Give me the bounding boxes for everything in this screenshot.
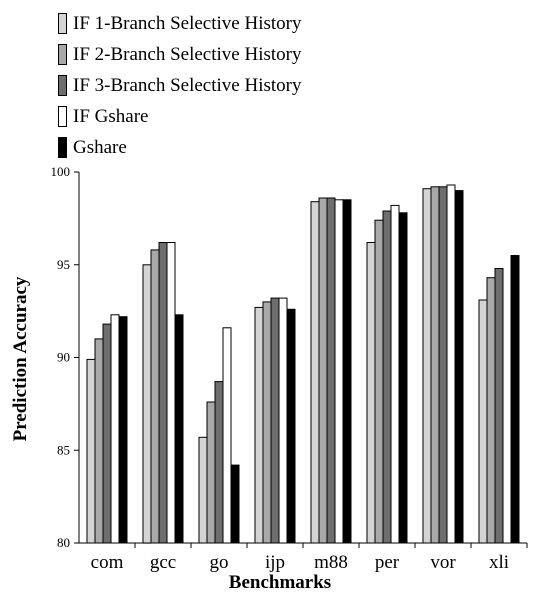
x-tick-label-gcc: gcc [150, 552, 176, 573]
legend-label: IF 2-Branch Selective History [73, 43, 302, 65]
bar-m88-series-3 [326, 197, 336, 544]
x-tick-label-per: per [375, 552, 400, 573]
legend-swatch [58, 44, 67, 65]
bar-com-series-4 [110, 314, 120, 544]
legend-swatch [58, 106, 67, 127]
legend-item-gshare: Gshare [58, 132, 301, 163]
bar-ijp-series-5 [286, 308, 296, 544]
y-tick-label-90: 90 [57, 350, 70, 365]
x-tick-label-xli: xli [489, 552, 509, 573]
bar-go-series-4 [222, 327, 232, 544]
bar-m88-series-1 [310, 201, 320, 544]
x-tick-label-m88: m88 [314, 552, 348, 573]
legend-label: IF 1-Branch Selective History [73, 12, 302, 34]
bar-per-series-5 [398, 212, 408, 544]
bar-xli-series-1 [478, 299, 488, 544]
bar-vor-series-4 [446, 184, 456, 544]
bar-ijp-series-3 [270, 297, 280, 544]
bar-ijp-series-1 [254, 306, 264, 544]
bar-ijp-series-2 [262, 301, 272, 544]
x-tick-label-ijp: ijp [265, 552, 285, 573]
bar-com-series-5 [118, 316, 128, 544]
bar-go-series-2 [206, 401, 216, 544]
bar-xli-series-3 [494, 268, 504, 544]
bar-vor-series-3 [438, 186, 448, 544]
bar-gcc-series-1 [142, 264, 152, 544]
bar-go-series-5 [230, 464, 240, 544]
legend-label: IF Gshare [73, 105, 149, 127]
bar-vor-series-2 [430, 186, 440, 544]
bar-gcc-series-3 [158, 242, 168, 544]
x-axis-label: Benchmarks [229, 572, 331, 593]
bar-com-series-1 [86, 358, 96, 544]
bar-com-series-3 [102, 323, 112, 544]
bars-group [86, 184, 520, 544]
legend-swatch [58, 75, 67, 96]
bar-vor-series-5 [454, 190, 464, 544]
legend-swatch [58, 137, 67, 158]
bar-com-series-2 [94, 338, 104, 544]
chart-legend: IF 1-Branch Selective History IF 2-Branc… [58, 8, 301, 163]
bar-ijp-series-4 [278, 297, 288, 544]
bar-m88-series-5 [342, 199, 352, 544]
legend-item-if-3-branch: IF 3-Branch Selective History [58, 70, 301, 101]
x-tick-label-go: go [210, 552, 229, 573]
y-axis-label: Prediction Accuracy [10, 276, 31, 441]
bar-per-series-1 [366, 242, 376, 544]
y-tick-label-80: 80 [57, 535, 70, 550]
bar-m88-series-2 [318, 197, 328, 544]
bar-vor-series-1 [422, 188, 432, 544]
legend-label: IF 3-Branch Selective History [73, 74, 302, 96]
bar-per-series-3 [382, 210, 392, 544]
legend-swatch [58, 13, 67, 34]
bar-gcc-series-5 [174, 314, 184, 544]
x-tick-label-vor: vor [430, 552, 456, 573]
legend-label: Gshare [73, 136, 127, 158]
x-tick-label-com: com [91, 552, 124, 573]
bar-go-series-1 [198, 436, 208, 544]
bar-xli-series-2 [486, 277, 496, 544]
bar-xli-series-5 [510, 255, 520, 544]
legend-item-if-gshare: IF Gshare [58, 101, 301, 132]
legend-item-if-1-branch: IF 1-Branch Selective History [58, 8, 301, 39]
legend-item-if-2-branch: IF 2-Branch Selective History [58, 39, 301, 70]
bar-gcc-series-2 [150, 249, 160, 544]
y-tick-label-85: 85 [57, 442, 70, 457]
bar-per-series-4 [390, 204, 400, 544]
bar-go-series-3 [214, 381, 224, 544]
axes-group: com gcc go ijp m88 per vor xli 80 85 90 95 100 [51, 164, 528, 573]
bar-per-series-2 [374, 219, 384, 544]
y-tick-label-100: 100 [51, 164, 71, 179]
bar-m88-series-4 [334, 199, 344, 544]
bar-gcc-series-4 [166, 242, 176, 544]
y-tick-label-95: 95 [57, 257, 70, 272]
